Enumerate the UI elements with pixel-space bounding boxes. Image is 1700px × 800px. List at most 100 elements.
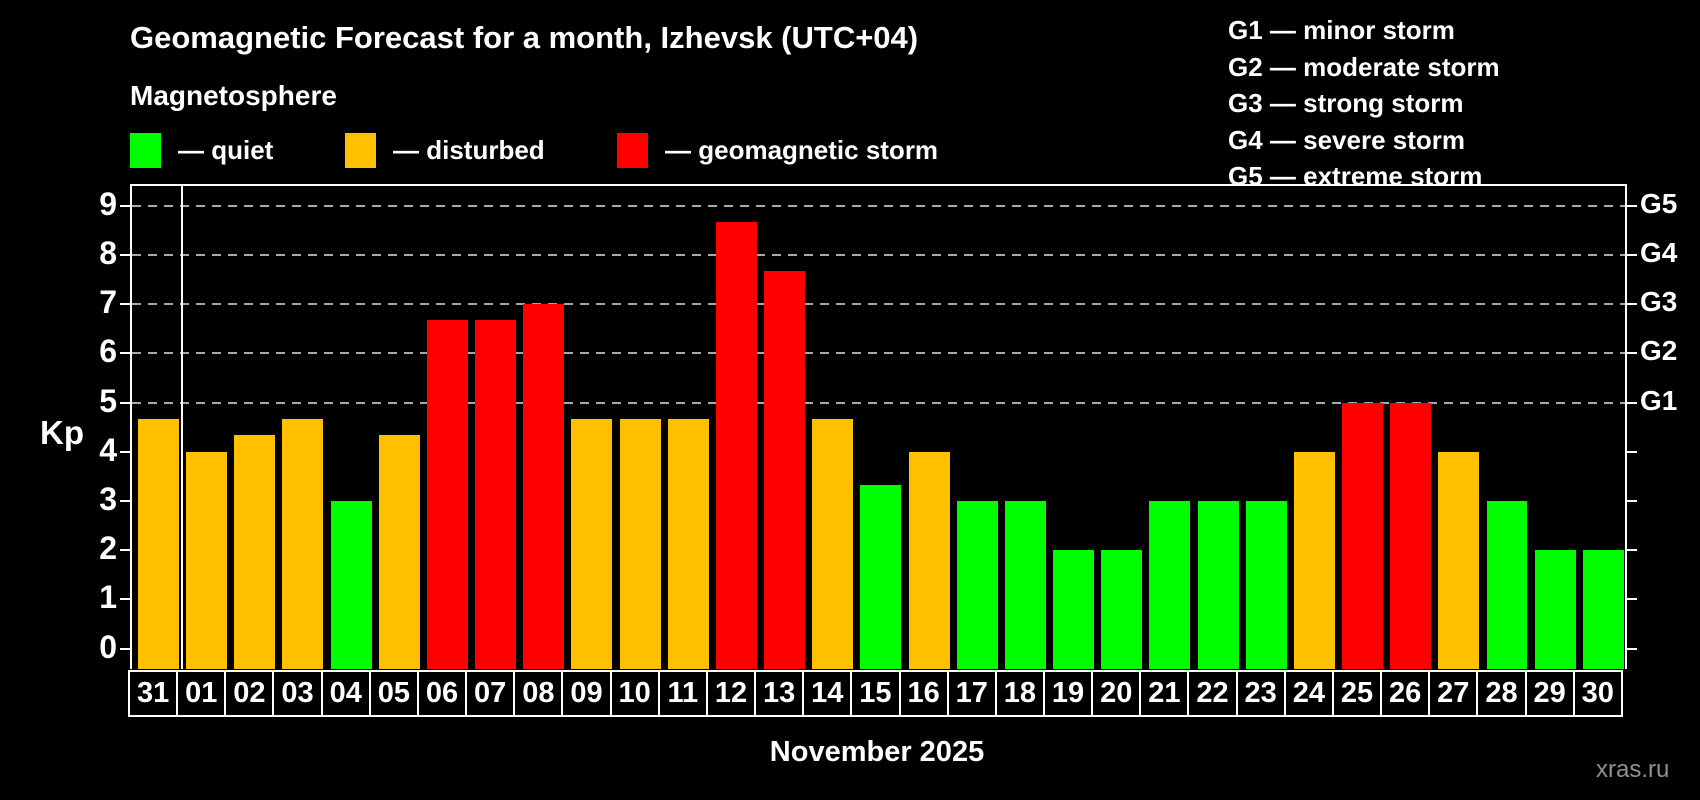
kp-bar-day-09 <box>571 418 613 669</box>
left-axis-tick-0 <box>120 647 130 650</box>
right-axis-tick-9 <box>1627 204 1637 207</box>
day-label-29: 29 <box>1524 670 1575 717</box>
day-label-21: 21 <box>1139 670 1190 717</box>
g-legend-line-g3: G3 — strong storm <box>1228 88 1464 118</box>
right-axis-tick-0 <box>1627 647 1637 650</box>
legend-item-storm: — geomagnetic storm <box>617 132 938 168</box>
left-axis-tick-5 <box>120 401 130 404</box>
day-label-16: 16 <box>898 670 949 717</box>
kp-bar-day-08 <box>523 304 565 669</box>
right-axis-tick-6 <box>1627 352 1637 355</box>
right-axis-tick-7 <box>1627 303 1637 306</box>
g-axis-label-g2: G2 <box>1640 335 1678 367</box>
y-axis-label-2: 2 <box>99 530 117 567</box>
day-label-10: 10 <box>609 670 660 717</box>
legend-item-disturbed: — disturbed <box>345 132 545 168</box>
day-label-13: 13 <box>754 670 805 717</box>
day-label-09: 09 <box>561 670 612 717</box>
gridline-kp-5 <box>132 401 1625 404</box>
disturbed-color-swatch-icon <box>345 132 376 168</box>
x-axis-day-labels: 31 01 02 03 04 05 06 07 08 09 10 11 12 13 14 15 16 17 18 19… <box>128 670 1623 717</box>
g-legend-line-g5: G5 — extreme storm <box>1228 161 1483 191</box>
kp-bar-day-13 <box>764 271 806 669</box>
x-axis-title: November 2025 <box>769 736 985 768</box>
kp-bar-day-24 <box>1293 451 1335 669</box>
left-axis-tick-3 <box>120 499 130 502</box>
day-label-14: 14 <box>802 670 853 717</box>
gridline-kp-9 <box>132 204 1625 207</box>
day-label-02: 02 <box>224 670 275 717</box>
kp-bar-day-15 <box>860 484 902 669</box>
day-label-06: 06 <box>416 670 468 717</box>
left-axis-tick-4 <box>120 450 130 453</box>
legend-label-quiet: — quiet <box>178 134 274 165</box>
y-axis-label-5: 5 <box>99 382 117 419</box>
day-label-03: 03 <box>272 670 323 717</box>
day-label-17: 17 <box>946 670 997 717</box>
kp-bar-day-16 <box>908 451 950 669</box>
kp-bar-day-27 <box>1438 451 1480 669</box>
day-label-23: 23 <box>1235 670 1286 717</box>
day-label-05: 05 <box>368 670 419 717</box>
y-axis-label-6: 6 <box>99 333 117 370</box>
kp-bar-day-23 <box>1245 500 1287 669</box>
kp-bar-day-01 <box>186 451 228 669</box>
left-axis-tick-6 <box>120 352 130 355</box>
g-axis-label-g1: G1 <box>1640 384 1678 416</box>
day-label-11: 11 <box>657 670 708 717</box>
left-axis-tick-8 <box>120 253 130 256</box>
g-axis-label-g4: G4 <box>1640 236 1678 268</box>
kp-bar-day-04 <box>330 500 372 669</box>
y-axis-label-4: 4 <box>99 431 117 468</box>
day-label-08: 08 <box>513 670 564 717</box>
y-axis-title: Kp <box>40 414 84 451</box>
kp-bar-day-02 <box>234 435 276 669</box>
day-label-31: 31 <box>128 670 179 717</box>
right-axis-tick-8 <box>1627 253 1637 256</box>
g-scale-legend: G1 — minor storm G2 — moderate storm G3 … <box>1228 12 1500 195</box>
g-legend-line-g4: G4 — severe storm <box>1228 124 1466 155</box>
y-axis-label-7: 7 <box>99 284 117 321</box>
kp-bar-day-30 <box>1582 550 1624 669</box>
day-label-24: 24 <box>1283 670 1334 717</box>
right-axis-tick-3 <box>1627 499 1637 502</box>
kp-bar-day-18 <box>1004 500 1046 669</box>
day-label-01: 01 <box>176 670 227 717</box>
month-separator-line <box>181 186 184 669</box>
legend-item-quiet: — quiet <box>130 132 273 168</box>
day-label-28: 28 <box>1476 670 1527 717</box>
kp-bar-day-11 <box>667 418 709 669</box>
kp-bar-day-21 <box>1149 500 1191 669</box>
kp-bar-day-14 <box>812 418 854 669</box>
storm-color-swatch-icon <box>617 132 648 168</box>
right-axis-tick-1 <box>1627 598 1637 601</box>
gridline-kp-7 <box>132 303 1625 306</box>
right-axis-tick-5 <box>1627 401 1637 404</box>
y-axis-label-8: 8 <box>99 234 117 271</box>
day-label-19: 19 <box>1042 670 1094 717</box>
legend-label-storm: — geomagnetic storm <box>665 134 939 165</box>
left-axis-tick-9 <box>120 204 130 207</box>
day-label-12: 12 <box>705 670 757 717</box>
gridline-kp-8 <box>132 253 1625 256</box>
day-label-04: 04 <box>320 670 371 717</box>
day-label-27: 27 <box>1428 670 1479 717</box>
left-axis-tick-2 <box>120 549 130 552</box>
watermark: xras.ru <box>1596 756 1670 783</box>
left-axis-tick-1 <box>120 598 130 601</box>
kp-bar-day-07 <box>475 320 517 669</box>
kp-bar-day-05 <box>378 435 420 669</box>
kp-bar-day-06 <box>426 320 468 669</box>
day-label-18: 18 <box>994 670 1045 717</box>
kp-bar-day-12 <box>715 221 757 669</box>
gridline-kp-6 <box>132 352 1625 355</box>
day-label-15: 15 <box>850 670 901 717</box>
day-label-26: 26 <box>1380 670 1431 717</box>
kp-bar-day-03 <box>282 418 324 669</box>
kp-bar-day-10 <box>619 418 661 669</box>
day-label-25: 25 <box>1331 670 1383 717</box>
legend-label-disturbed: — disturbed <box>393 134 545 165</box>
kp-bar-day-26 <box>1390 402 1432 669</box>
chart-subtitle: Magnetosphere <box>130 80 337 111</box>
